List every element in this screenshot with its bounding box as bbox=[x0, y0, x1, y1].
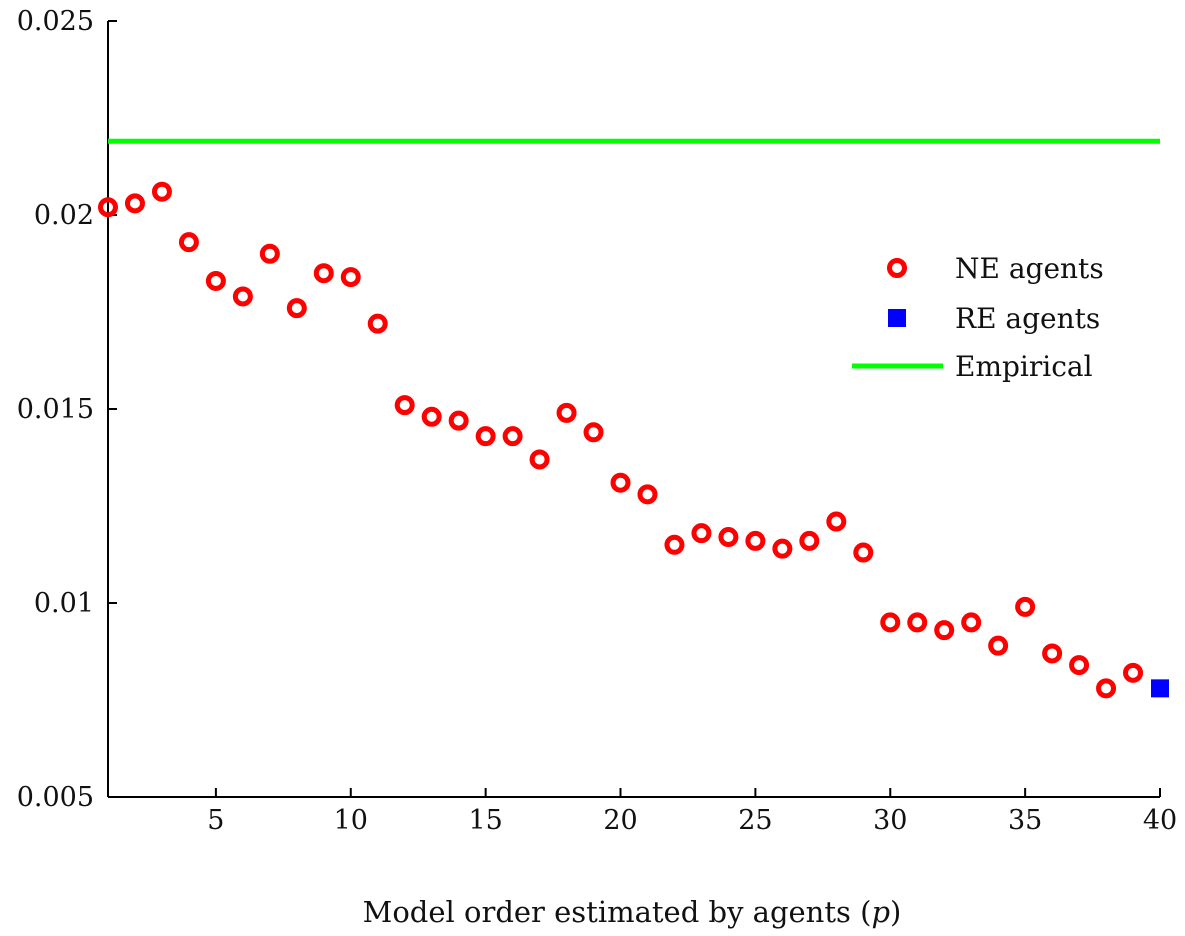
ne-agents-point bbox=[1069, 655, 1090, 676]
x-tick-label: 40 bbox=[1143, 805, 1177, 836]
ne-agents-point bbox=[448, 410, 469, 431]
ne-agents-point bbox=[961, 612, 982, 633]
ne-agents-point bbox=[664, 534, 685, 555]
ne-agents-point bbox=[1015, 596, 1036, 617]
ne-agents-point bbox=[745, 530, 766, 551]
ne-agents-point bbox=[718, 527, 739, 548]
ne-agents-point bbox=[907, 612, 928, 633]
ne-agents-point bbox=[826, 511, 847, 532]
x-axis-label: Model order estimated by agents (p) bbox=[363, 895, 902, 929]
ne-agents-point bbox=[853, 542, 874, 563]
ne-agents-point bbox=[691, 523, 712, 544]
y-tick-label: 0.015 bbox=[17, 394, 94, 425]
y-tick-label: 0.02 bbox=[34, 200, 94, 231]
ne-agents-point bbox=[475, 426, 496, 447]
x-tick-label: 10 bbox=[334, 805, 368, 836]
ne-agents-point bbox=[340, 267, 361, 288]
ne-agents-point bbox=[205, 270, 226, 291]
legend: NE agents RE agents Empirical bbox=[852, 252, 1104, 383]
ne-agents-point bbox=[1096, 678, 1117, 699]
x-tick-label: 25 bbox=[738, 805, 772, 836]
ne-agents-point bbox=[583, 422, 604, 443]
ne-agents-point bbox=[772, 538, 793, 559]
x-tick-label: 30 bbox=[873, 805, 907, 836]
x-tick-label: 5 bbox=[207, 805, 224, 836]
x-axis-label-text: Model order estimated by agents ( bbox=[363, 895, 872, 929]
ne-agents-point bbox=[259, 243, 280, 264]
ne-agents-point bbox=[421, 406, 442, 427]
ne-agents-point bbox=[799, 530, 820, 551]
legend-ne-agents-symbol bbox=[887, 258, 907, 278]
ne-agents-point bbox=[988, 635, 1009, 656]
x-tick-label: 15 bbox=[468, 805, 502, 836]
ne-agents-point bbox=[1042, 643, 1063, 664]
y-tick-label: 0.005 bbox=[17, 782, 94, 813]
x-tick-label: 20 bbox=[603, 805, 637, 836]
axes: 0.005 0.01 0.015 0.02 0.025 5 10 15 20 25 30 35 40 bbox=[17, 6, 1177, 836]
ne-agents-point bbox=[367, 313, 388, 334]
ne-agents-point bbox=[502, 426, 523, 447]
legend-re-agents-symbol bbox=[888, 309, 906, 327]
x-axis-label-close: ) bbox=[890, 895, 901, 929]
ne-agents-point bbox=[394, 395, 415, 416]
re-agents-point bbox=[1151, 679, 1169, 698]
ne-agents-point bbox=[313, 263, 334, 284]
ne-agents-point bbox=[934, 620, 955, 641]
legend-label: NE agents bbox=[955, 252, 1104, 285]
ne-agents-point bbox=[124, 193, 145, 214]
ne-agents-point bbox=[556, 402, 577, 423]
ne-agents-point bbox=[151, 181, 172, 202]
ne-agents-point bbox=[1123, 662, 1144, 683]
x-axis-label-variable: p bbox=[871, 895, 890, 929]
ne-agents-point bbox=[286, 298, 307, 319]
ne-agents-point bbox=[232, 286, 253, 307]
ne-agents-point bbox=[98, 197, 118, 218]
ne-agents-point bbox=[880, 612, 901, 633]
ne-agents-point bbox=[178, 232, 199, 253]
y-tick-label: 0.01 bbox=[34, 588, 94, 619]
ne-agents-point bbox=[637, 484, 658, 505]
ne-agents-point bbox=[529, 449, 550, 470]
legend-label: Empirical bbox=[955, 350, 1093, 383]
plot-area bbox=[98, 138, 1169, 699]
x-tick-label: 35 bbox=[1008, 805, 1042, 836]
y-tick-label: 0.025 bbox=[17, 6, 94, 37]
ne-agents-point bbox=[610, 472, 631, 493]
legend-label: RE agents bbox=[955, 302, 1100, 335]
